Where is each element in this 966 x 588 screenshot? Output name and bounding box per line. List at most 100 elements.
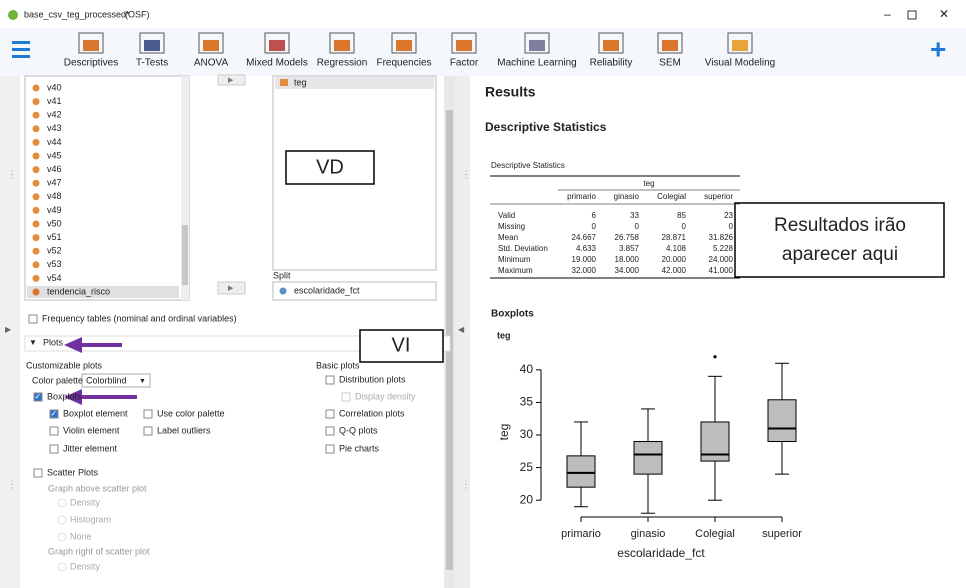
- app-icon: [8, 10, 18, 20]
- table-cell: 32.000: [572, 266, 597, 275]
- module-icon-fill[interactable]: [603, 40, 619, 51]
- checkbox[interactable]: [49, 426, 59, 436]
- module-icon[interactable]: [598, 32, 624, 54]
- module-icon[interactable]: [391, 32, 417, 54]
- assigned-variable: escolaridade_fct: [294, 285, 360, 295]
- option-label: Color palette: [32, 375, 83, 385]
- module-icon-fill[interactable]: [334, 40, 350, 51]
- option-label: Pie charts: [339, 443, 380, 453]
- variable: v49: [47, 205, 62, 215]
- module-icon[interactable]: [264, 32, 290, 54]
- annotation: aparecer aqui: [782, 244, 898, 265]
- arrow-head: [64, 337, 82, 353]
- module-icon-fill[interactable]: [456, 40, 472, 51]
- table-column: superior: [704, 192, 733, 201]
- module-icon-fill[interactable]: [732, 40, 748, 51]
- checkbox[interactable]: [143, 409, 153, 419]
- handle[interactable]: ⋮: [7, 170, 17, 181]
- option-label: Boxplot element: [63, 408, 128, 418]
- module-button: Descriptives: [64, 58, 118, 69]
- group-label: Basic plots: [316, 360, 360, 370]
- x-tick-label: ginasio: [631, 528, 666, 540]
- variable: v43: [47, 123, 62, 133]
- expand-arrow[interactable]: ▶: [5, 325, 12, 334]
- module-icon[interactable]: [727, 32, 753, 54]
- checkbox[interactable]: [33, 392, 43, 402]
- module-icon[interactable]: [198, 32, 224, 54]
- table-row-label: Valid: [498, 211, 515, 220]
- variable-icon: [280, 79, 288, 86]
- title-bar: [0, 0, 966, 28]
- section-heading: Boxplots: [491, 309, 534, 320]
- selected-row: [27, 286, 179, 298]
- handle[interactable]: ⋮: [461, 170, 471, 181]
- variable: v40: [47, 82, 62, 92]
- module-icon-fill[interactable]: [396, 40, 412, 51]
- checkbox[interactable]: [341, 392, 351, 402]
- module-icon[interactable]: [139, 32, 165, 54]
- splitter[interactable]: [455, 76, 470, 588]
- y-tick-label: 20: [520, 492, 534, 506]
- handle[interactable]: ⋮: [7, 480, 17, 491]
- table-row-label: Mean: [498, 233, 518, 242]
- checkbox[interactable]: [325, 409, 335, 419]
- module-icon[interactable]: [524, 32, 550, 54]
- module-icon-fill[interactable]: [203, 40, 219, 51]
- section-heading: Descriptive Statistics: [485, 120, 607, 134]
- module-icon-fill[interactable]: [269, 40, 285, 51]
- x-tick-label: primario: [561, 528, 601, 540]
- close[interactable]: ✕: [939, 7, 949, 21]
- module-button: Reliability: [590, 58, 633, 69]
- checkbox[interactable]: [49, 409, 59, 419]
- table-cell: 4.108: [666, 244, 687, 253]
- radio[interactable]: [57, 498, 67, 508]
- split-box[interactable]: [272, 281, 437, 301]
- checkbox[interactable]: [325, 375, 335, 385]
- checkbox[interactable]: [325, 444, 335, 454]
- module-button: SEM: [659, 58, 681, 69]
- variable-icon: [32, 179, 40, 187]
- assign-button[interactable]: [217, 74, 246, 86]
- list-scrollbar[interactable]: [181, 76, 189, 300]
- module-icon-fill[interactable]: [662, 40, 678, 51]
- checkbox[interactable]: [28, 314, 38, 324]
- module-icon[interactable]: [451, 32, 477, 54]
- checkbox[interactable]: [143, 426, 153, 436]
- add-module[interactable]: +: [930, 33, 946, 64]
- assign-button[interactable]: [217, 281, 246, 295]
- module-icon-fill[interactable]: [529, 40, 545, 51]
- collapse-arrow[interactable]: ◀: [458, 325, 465, 334]
- module-icon-fill[interactable]: [144, 40, 160, 51]
- table-row-label: Std. Deviation: [498, 244, 548, 253]
- handle[interactable]: ⋮: [461, 480, 471, 491]
- radio[interactable]: [57, 515, 67, 525]
- checkbox[interactable]: [33, 468, 43, 478]
- table-cell: 5.228: [713, 244, 734, 253]
- dropdown[interactable]: [81, 373, 151, 388]
- minimize[interactable]: –: [884, 7, 891, 21]
- list-scroll-thumb[interactable]: [182, 225, 188, 285]
- table-cell: 24.667: [572, 233, 597, 242]
- annotation-box: [734, 202, 945, 278]
- module-icon[interactable]: [78, 32, 104, 54]
- assigned-row: [275, 77, 434, 89]
- check-mark: ✓: [35, 392, 42, 401]
- maximize[interactable]: [907, 10, 917, 20]
- checkbox[interactable]: [49, 444, 59, 454]
- module-icon[interactable]: [657, 32, 683, 54]
- menu-button[interactable]: [12, 41, 30, 58]
- module-icon[interactable]: [329, 32, 355, 54]
- y-tick-label: 35: [520, 395, 534, 409]
- checkbox[interactable]: [325, 426, 335, 436]
- option-label: Frequency tables (nominal and ordinal va…: [42, 313, 237, 323]
- module-button: Mixed Models: [246, 58, 308, 69]
- module-icon-fill[interactable]: [83, 40, 99, 51]
- table-column: Colegial: [657, 192, 686, 201]
- group-label: Graph right of scatter plot: [48, 546, 150, 556]
- radio[interactable]: [57, 532, 67, 542]
- radio[interactable]: [57, 562, 67, 572]
- module-button: Regression: [317, 58, 368, 69]
- variable-list[interactable]: [24, 75, 190, 301]
- plots-header[interactable]: [24, 335, 451, 352]
